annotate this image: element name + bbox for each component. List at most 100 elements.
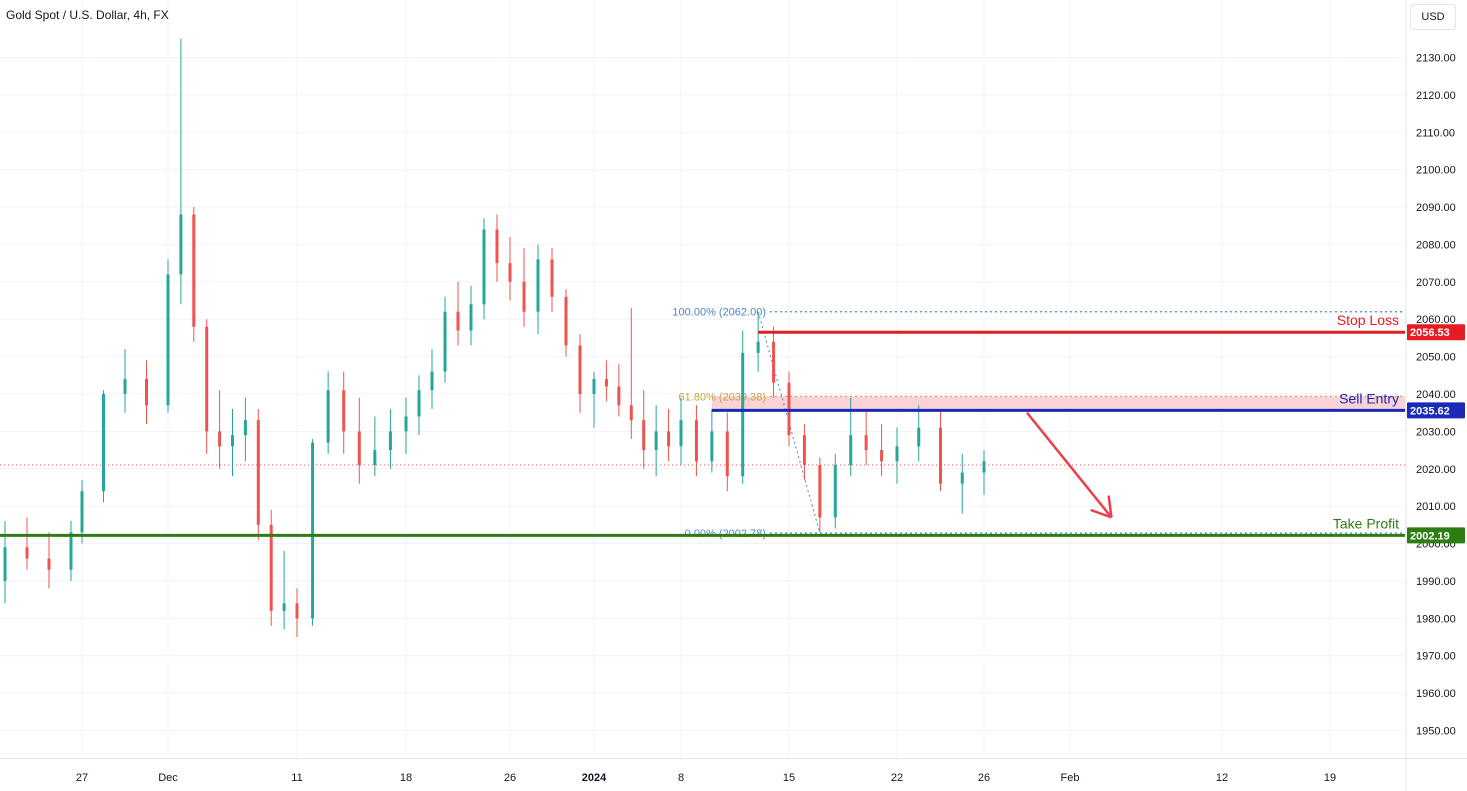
x-tick-label: 26 xyxy=(504,772,516,784)
candle-body xyxy=(694,420,698,462)
y-tick-label: 2050.00 xyxy=(1416,352,1456,364)
y-tick-label: 2060.00 xyxy=(1416,314,1456,326)
currency-button[interactable]: USD xyxy=(1410,4,1456,30)
candle-body xyxy=(578,345,582,394)
stop-loss-price-label: 2056.53 xyxy=(1410,327,1450,339)
y-tick-label: 2120.00 xyxy=(1416,90,1456,102)
candle-body xyxy=(642,420,646,451)
candle-body xyxy=(482,229,486,305)
candle-body xyxy=(243,420,247,436)
candle-body xyxy=(880,450,884,462)
candle-body xyxy=(456,311,460,331)
candle-body xyxy=(231,435,234,447)
candle-body xyxy=(667,431,671,447)
candle-body xyxy=(550,259,554,297)
candle-body xyxy=(25,547,29,559)
candle-body xyxy=(166,274,170,406)
y-tick-label: 1980.00 xyxy=(1416,613,1456,625)
y-tick-label: 2070.00 xyxy=(1416,277,1456,289)
take-profit-price-label: 2002.19 xyxy=(1410,530,1450,542)
candle-body xyxy=(629,405,633,421)
y-tick-label: 2130.00 xyxy=(1416,53,1456,65)
candle-body xyxy=(145,379,148,406)
candle-body xyxy=(679,420,683,447)
candle-body xyxy=(604,379,608,387)
candle-body xyxy=(218,431,222,447)
y-tick-label: 2010.00 xyxy=(1416,501,1456,513)
candle-body xyxy=(756,341,760,353)
fib-trend-line xyxy=(757,311,821,534)
candle-body xyxy=(895,446,899,462)
candle-body xyxy=(564,296,568,346)
arrow-head xyxy=(1107,495,1113,518)
candle-body xyxy=(802,435,806,466)
candle-body xyxy=(617,386,621,406)
sell-zone xyxy=(711,396,1405,411)
candle-body xyxy=(404,416,408,432)
candle-body xyxy=(373,450,377,466)
candle-body xyxy=(536,259,540,312)
x-tick-label: Dec xyxy=(158,772,178,784)
take-profit-label: Take Profit xyxy=(1333,515,1399,531)
y-tick-label: 2040.00 xyxy=(1416,389,1456,401)
x-tick-label: 11 xyxy=(291,772,302,784)
y-tick-label: 2030.00 xyxy=(1416,426,1456,438)
candle-body xyxy=(357,431,361,466)
candle-body xyxy=(833,465,837,518)
sell-entry-price-label: 2035.62 xyxy=(1410,405,1450,417)
candle-body xyxy=(417,390,421,417)
fib-level-label: 100.00% (2062.00) xyxy=(672,307,766,319)
candle-body xyxy=(917,427,921,447)
candle-body xyxy=(772,341,776,383)
candle-body xyxy=(654,431,658,451)
candle-body xyxy=(592,379,596,394)
take-profit-price-tag xyxy=(1407,527,1465,544)
candle-body xyxy=(495,229,499,264)
fib-level-label: 61.80% (2039.38) xyxy=(679,391,766,403)
chart-title: Gold Spot / U.S. Dollar, 4h, FX xyxy=(6,8,169,22)
y-tick-label: 2090.00 xyxy=(1416,202,1456,214)
candle-body xyxy=(430,371,434,391)
candle-body xyxy=(311,442,315,619)
sell-entry-label: Sell Entry xyxy=(1339,390,1399,406)
y-tick-label: 1950.00 xyxy=(1416,726,1456,738)
candle-body xyxy=(192,214,196,327)
x-tick-label: 22 xyxy=(891,772,903,784)
candle-body xyxy=(179,214,183,275)
y-tick-label: 2020.00 xyxy=(1416,464,1456,476)
candle-body xyxy=(123,379,127,394)
candle-body xyxy=(741,352,745,477)
candle-body xyxy=(960,472,964,484)
candle-body xyxy=(69,532,73,570)
y-tick-label: 1970.00 xyxy=(1416,651,1456,663)
x-tick-label: 8 xyxy=(678,772,684,784)
candle-body xyxy=(3,547,7,581)
candle-body xyxy=(864,435,868,451)
x-tick-label: 2024 xyxy=(582,772,607,784)
candle-body xyxy=(269,524,273,611)
y-tick-label: 1990.00 xyxy=(1416,576,1456,588)
candle-body xyxy=(939,427,942,484)
candle-body xyxy=(710,431,714,462)
candle-body xyxy=(388,431,392,451)
candle-body xyxy=(849,435,853,466)
arrow-head xyxy=(1090,508,1112,519)
x-tick-label: 12 xyxy=(1216,772,1228,784)
candle-body xyxy=(469,304,473,331)
stop-loss-label: Stop Loss xyxy=(1337,312,1399,328)
y-tick-label: 2110.00 xyxy=(1416,127,1455,139)
y-tick-label: 2080.00 xyxy=(1416,239,1456,251)
x-tick-label: 15 xyxy=(783,772,795,784)
x-tick-label: 26 xyxy=(978,772,990,784)
y-tick-label: 1960.00 xyxy=(1416,688,1456,700)
candle-body xyxy=(205,326,209,432)
candle-body xyxy=(522,281,526,312)
candle-body xyxy=(725,431,729,477)
x-tick-label: 27 xyxy=(76,772,88,784)
sell-entry-price-tag xyxy=(1407,402,1465,419)
x-tick-label: 19 xyxy=(1324,772,1336,784)
arrow-shaft xyxy=(1026,411,1113,519)
stop-loss-price-tag xyxy=(1407,324,1465,341)
